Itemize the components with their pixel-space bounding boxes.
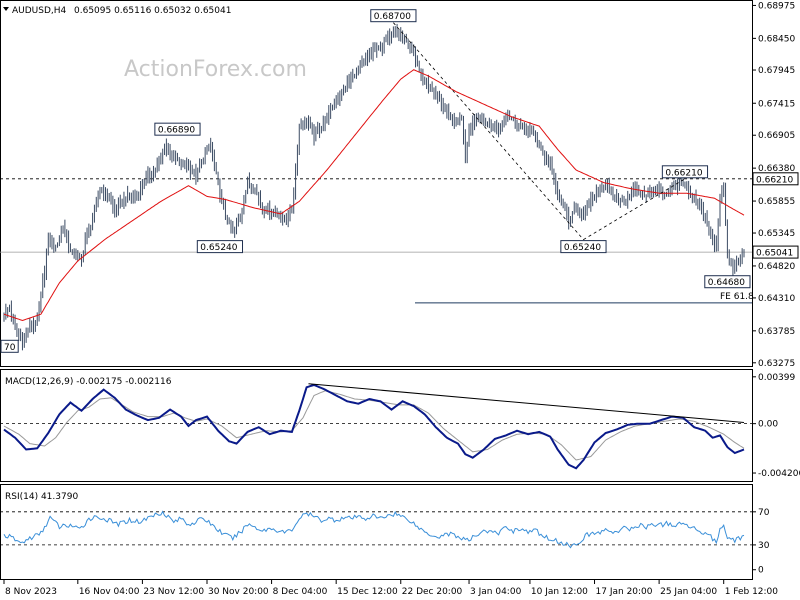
- resistance-axis-label: 0.66210: [756, 175, 793, 185]
- x-tick-label: 8 Nov 2023: [5, 587, 57, 597]
- fe-label: FE 61.8: [720, 292, 754, 302]
- price-annotation: 0.66890: [158, 126, 195, 136]
- price-annotation: 70: [4, 343, 16, 353]
- price-tick-label: 0.63275: [758, 359, 795, 369]
- price-layer: FE 61.8 0.68700 0.66890 0.65240 0.65240 0.662…: [0, 9, 754, 353]
- price-annotation: 0.66210: [665, 168, 702, 178]
- macd-tick-label: 0.00: [758, 420, 778, 430]
- price-tick-label: 0.67415: [758, 99, 795, 109]
- rsi-title: RSI(14) 41.3790: [5, 492, 78, 502]
- rsi-tick-label: 30: [758, 541, 770, 551]
- macd-title: MACD(12,26,9) -0.002175 -0.002116: [5, 377, 172, 387]
- wave-line-down: [393, 22, 584, 240]
- rsi-layer: RSI(14) 41.3790: [0, 492, 752, 549]
- price-tick-label: 0.65345: [758, 229, 795, 239]
- header-symbol: AUDUSD,H4: [12, 6, 67, 16]
- price-tick-label: 0.68975: [758, 1, 795, 11]
- price-pane: [0, 0, 753, 367]
- header-triangle-icon: [3, 7, 9, 11]
- price-tick-label: 0.65855: [758, 197, 795, 207]
- price-annotation-box: [154, 122, 201, 136]
- x-tick-label: 25 Jan 04:00: [660, 587, 717, 597]
- chart-header: AUDUSD,H4 0.65095 0.65116 0.65032 0.6504…: [3, 6, 231, 16]
- current-price-axis-label-box: [752, 245, 799, 259]
- macd-tick-label: -0.004206: [758, 469, 800, 479]
- price-annotation: 0.68700: [374, 12, 411, 22]
- price-tick-label: 0.66380: [758, 164, 795, 174]
- price-tick-label: 0.63785: [758, 327, 795, 337]
- rsi-tick-label: 0: [758, 566, 764, 576]
- macd-layer: MACD(12,26,9) -0.002175 -0.002116: [0, 377, 752, 470]
- x-tick-label: 8 Dec 04:00: [273, 587, 328, 597]
- x-tick-label: 10 Jan 12:00: [531, 587, 588, 597]
- x-tick-label: 17 Jan 20:00: [596, 587, 653, 597]
- watermark: ActionForex.com: [124, 57, 307, 82]
- rsi-tick-label: 70: [758, 508, 770, 518]
- rsi-pane: [0, 484, 753, 580]
- price-annotation-box: [196, 240, 244, 254]
- x-tick-label: 16 Nov 04:00: [79, 587, 140, 597]
- price-tick-label: 0.64820: [758, 262, 795, 272]
- rsi-line: [3, 510, 745, 549]
- macd-trendline: [308, 383, 745, 423]
- price-annotation-box: [661, 165, 709, 179]
- price-annotation-box: [370, 9, 417, 23]
- x-tick-label: 15 Dec 12:00: [337, 587, 398, 597]
- price-annotation: 0.65240: [200, 243, 237, 253]
- moving-average-line: [3, 69, 745, 322]
- macd-tick-label: 0.00399: [758, 373, 795, 383]
- x-tick-label: 22 Dec 20:00: [402, 587, 463, 597]
- price-tick-label: 0.68450: [758, 34, 795, 44]
- current-price-axis-label: 0.65041: [756, 249, 793, 259]
- header-ohlc: 0.65095 0.65116 0.65032 0.65041: [74, 6, 231, 16]
- price-tick-label: 0.66905: [758, 131, 795, 141]
- price-annotation-box: [0, 339, 19, 353]
- price-tick-label: 0.67945: [758, 66, 795, 76]
- wave-line-up: [583, 178, 686, 240]
- price-annotation: 0.65240: [564, 243, 601, 253]
- x-tick-label: 1 Feb 12:00: [725, 587, 779, 597]
- x-tick-label: 3 Jan 04:00: [470, 587, 522, 597]
- price-annotation-box: [560, 240, 607, 254]
- axis-layer: 0.68975 0.68450 0.67945 0.67415 0.66905 0.663…: [3, 1, 800, 597]
- price-annotation: 0.64680: [708, 278, 745, 288]
- price-annotation-box: [704, 275, 751, 289]
- macd-main-line: [3, 383, 745, 470]
- price-tick-label: 0.64310: [758, 294, 795, 304]
- x-tick-label: 30 Nov 20:00: [208, 587, 269, 597]
- x-tick-label: 23 Nov 12:00: [143, 587, 204, 597]
- resistance-axis-label-box: [752, 172, 799, 186]
